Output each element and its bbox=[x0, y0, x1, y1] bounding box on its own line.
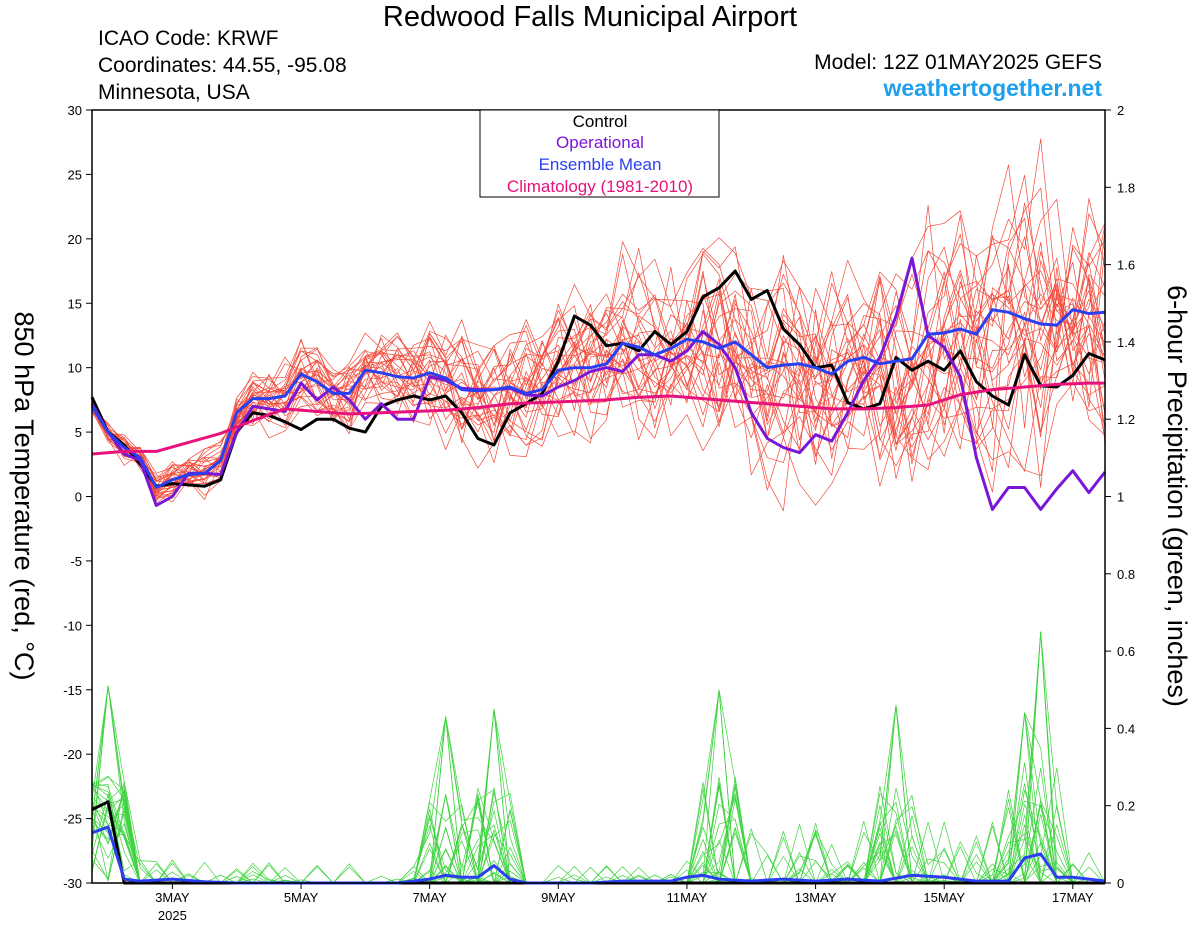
y-tick-label: -15 bbox=[63, 683, 82, 698]
precip-member-line bbox=[91, 716, 1105, 884]
x-tick-label: 15MAY bbox=[923, 890, 965, 905]
chart-title: Redwood Falls Municipal Airport bbox=[382, 1, 798, 33]
y2-tick-label: 0.6 bbox=[1117, 644, 1135, 659]
precip-member-line bbox=[91, 716, 1105, 884]
precip-member-line bbox=[91, 685, 1105, 884]
precip-member-line bbox=[91, 631, 1106, 884]
legend-entry-ensemble-mean: Ensemble Mean bbox=[539, 155, 662, 174]
x-tick-label: 5MAY bbox=[284, 890, 319, 905]
coordinates: Coordinates: 44.55, -95.08 bbox=[98, 54, 347, 77]
precip-member-line bbox=[91, 712, 1105, 884]
temp-member-line bbox=[91, 237, 1106, 488]
y2-axis-title: 6-hour Precipitation (green, inches) bbox=[1162, 285, 1192, 707]
y-tick-label: -20 bbox=[63, 747, 82, 762]
y2-tick-label: 0.4 bbox=[1117, 721, 1135, 736]
legend-entry-climatology: Climatology (1981-2010) bbox=[507, 177, 693, 196]
x-tick-label: 13MAY bbox=[795, 890, 837, 905]
legend-entry-operational: Operational bbox=[556, 133, 644, 152]
y2-tick-label: 1 bbox=[1117, 490, 1124, 505]
y-tick-label: -10 bbox=[63, 618, 82, 633]
y-tick-label: -5 bbox=[70, 554, 82, 569]
right-axis-ticks: 2 1.8 1.6 1.4 1.2 1 0.8 0.6 0.4 0.2 0 bbox=[1105, 103, 1135, 891]
precip-member-line bbox=[91, 712, 1105, 884]
temp-member-line bbox=[91, 202, 1106, 502]
temp-member-line bbox=[91, 241, 1106, 485]
control-precipitation-line bbox=[91, 800, 1105, 885]
control-temperature-line bbox=[90, 269, 1106, 488]
temp-member-line bbox=[91, 287, 1106, 493]
y-axis-title: 850 hPa Temperature (red, °C) bbox=[9, 312, 39, 681]
precipitation-ensemble-members bbox=[91, 631, 1106, 884]
legend-box bbox=[479, 109, 720, 198]
y-tick-label: 0 bbox=[75, 490, 82, 505]
left-axis-ticks: 30 25 20 15 10 5 0 -5 -10 -15 -20 -25 -30 bbox=[63, 103, 92, 891]
precip-member-line bbox=[91, 685, 1105, 884]
precip-member-line bbox=[91, 631, 1105, 884]
y2-tick-label: 1.2 bbox=[1117, 412, 1135, 427]
x-tick-label: 17MAY bbox=[1052, 890, 1094, 905]
temperature-ensemble-members bbox=[91, 138, 1106, 512]
y-tick-label: 15 bbox=[68, 296, 82, 311]
y2-tick-label: 2 bbox=[1117, 103, 1124, 118]
y-tick-label: 25 bbox=[68, 167, 82, 182]
y-tick-label: 30 bbox=[68, 103, 82, 118]
y2-tick-label: 0.8 bbox=[1117, 567, 1135, 582]
temp-member-line bbox=[91, 187, 1106, 512]
x-axis-ticks: 3MAY 2025 5MAY 7MAY 9MAY 11MAY 13MAY 15MAY 17MAY bbox=[155, 883, 1094, 923]
temp-member-line bbox=[91, 239, 1106, 499]
y2-tick-label: 1.8 bbox=[1117, 180, 1135, 195]
legend-entry-control: Control bbox=[573, 112, 628, 131]
precip-member-line bbox=[91, 631, 1105, 884]
precip-member-line bbox=[91, 704, 1105, 884]
y2-tick-label: 1.4 bbox=[1117, 335, 1135, 350]
y-tick-label: -30 bbox=[63, 876, 82, 891]
temp-member-line bbox=[91, 271, 1106, 499]
legend: Control Operational Ensemble Mean Climat… bbox=[479, 109, 720, 198]
precip-member-line bbox=[91, 716, 1105, 884]
y-tick-label: 20 bbox=[68, 232, 82, 247]
temp-member-line bbox=[91, 253, 1106, 494]
icao-code: ICAO Code: KRWF bbox=[98, 27, 279, 50]
temp-member-line bbox=[91, 217, 1106, 483]
precip-member-line bbox=[91, 708, 1105, 884]
main-series bbox=[90, 256, 1107, 885]
precip-member-line bbox=[91, 689, 1105, 884]
y-tick-label: 10 bbox=[68, 361, 82, 376]
precip-member-line bbox=[91, 631, 1105, 884]
y2-tick-label: 0 bbox=[1117, 876, 1124, 891]
x-tick-label: 9MAY bbox=[541, 890, 576, 905]
plot-frame bbox=[91, 109, 1106, 884]
precip-member-line bbox=[91, 689, 1105, 884]
precip-member-line bbox=[91, 716, 1105, 884]
operational-temperature-line bbox=[90, 256, 1107, 511]
y-tick-label: -25 bbox=[63, 812, 82, 827]
precip-member-line bbox=[91, 689, 1105, 884]
temp-member-line bbox=[91, 224, 1106, 478]
precip-member-line bbox=[91, 685, 1105, 884]
precip-member-line bbox=[91, 708, 1105, 884]
climatology-1981-2010-temperature-line bbox=[91, 381, 1105, 456]
precip-member-line bbox=[91, 712, 1106, 884]
y-tick-label: 5 bbox=[75, 425, 82, 440]
ensemble-mean-temperature-line bbox=[90, 308, 1106, 489]
x-tick-label: 3MAY bbox=[155, 890, 190, 905]
x-tick-sublabel: 2025 bbox=[158, 908, 187, 923]
precip-member-line bbox=[91, 685, 1105, 884]
y2-tick-label: 1.6 bbox=[1117, 258, 1135, 273]
precip-member-line bbox=[91, 689, 1106, 884]
precip-member-line bbox=[91, 685, 1105, 884]
precip-member-line bbox=[91, 712, 1105, 884]
x-tick-label: 11MAY bbox=[667, 890, 708, 905]
model-run: Model: 12Z 01MAY2025 GEFS bbox=[814, 51, 1102, 74]
x-tick-label: 7MAY bbox=[412, 890, 447, 905]
precip-member-line bbox=[91, 708, 1105, 884]
y2-tick-label: 0.2 bbox=[1117, 799, 1135, 814]
website-link[interactable]: weathertogether.net bbox=[883, 75, 1102, 101]
location: Minnesota, USA bbox=[98, 81, 250, 104]
precip-member-line bbox=[91, 716, 1105, 884]
precip-member-line bbox=[91, 708, 1106, 884]
